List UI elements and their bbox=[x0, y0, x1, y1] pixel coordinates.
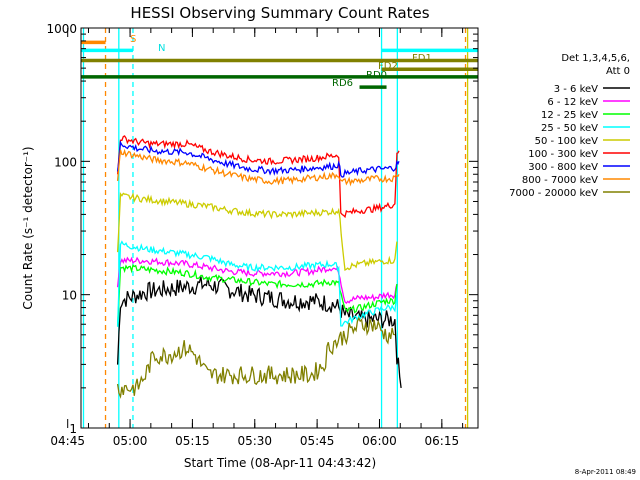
x-tick-label-6: 06:15 bbox=[425, 434, 460, 448]
series-line-4 bbox=[116, 191, 398, 272]
series-line-2 bbox=[116, 264, 398, 326]
legend-label-3: 25 - 50 keV bbox=[541, 123, 598, 134]
y-tick-label-0: 1 bbox=[69, 422, 77, 436]
x-tick-label-2: 05:15 bbox=[175, 434, 210, 448]
flag-label-fd2: FD2 bbox=[378, 61, 398, 72]
x-tick-label-4: 05:45 bbox=[300, 434, 335, 448]
y-tick-label-1: 10 bbox=[62, 289, 77, 303]
legend-label-2: 12 - 25 keV bbox=[541, 110, 598, 121]
series-line-7 bbox=[116, 148, 400, 187]
series-group bbox=[116, 135, 402, 399]
y-axis-label: Count Rate (s⁻¹ detector⁻¹) bbox=[21, 146, 35, 309]
legend-label-1: 6 - 12 keV bbox=[547, 97, 598, 108]
legend-label-0: 3 - 6 keV bbox=[554, 84, 598, 95]
series-line-0 bbox=[116, 276, 402, 388]
flag-label-rd0: RD0 bbox=[366, 70, 387, 81]
plot-frame bbox=[80, 27, 479, 429]
series-line-6 bbox=[116, 140, 400, 178]
legend-label-4: 50 - 100 keV bbox=[535, 136, 599, 147]
legend-title-1: Det 1,3,4,5,6, bbox=[561, 53, 630, 64]
legend-label-5: 100 - 300 keV bbox=[528, 149, 598, 160]
legend-label-6: 300 - 800 keV bbox=[528, 162, 598, 173]
series-line-3 bbox=[116, 240, 398, 327]
vertical-markers bbox=[82, 28, 469, 428]
x-tick-label-0: 04:45 bbox=[50, 434, 85, 448]
axes: 1 10 100 1000 04:45 05:00 05:15 05:30 05:45 06:00… bbox=[46, 22, 478, 448]
x-tick-label-1: 05:00 bbox=[113, 434, 148, 448]
legend: 3 - 6 keV 6 - 12 keV 12 - 25 keV 25 - 50 ke… bbox=[509, 84, 630, 199]
series-line-8 bbox=[116, 316, 396, 399]
flag-label-s: S bbox=[130, 34, 136, 45]
flag-label-rd6: RD6 bbox=[332, 78, 353, 89]
series-line-5 bbox=[116, 135, 400, 219]
legend-label-8: 7000 - 20000 keV bbox=[509, 188, 598, 199]
x-axis-label: Start Time (08-Apr-11 04:43:42) bbox=[184, 456, 376, 470]
legend-label-7: 800 - 7000 keV bbox=[522, 175, 598, 186]
y-tick-label-3: 1000 bbox=[46, 22, 77, 36]
legend-title-2: Att 0 bbox=[606, 66, 630, 77]
y-tick-label-2: 100 bbox=[54, 155, 77, 169]
chart-title: HESSI Observing Summary Count Rates bbox=[130, 4, 429, 22]
flag-bars bbox=[81, 40, 478, 89]
footer-date: 8-Apr-2011 08:49 bbox=[575, 468, 636, 476]
flag-label-n: N bbox=[158, 43, 165, 54]
x-tick-label-5: 06:00 bbox=[362, 434, 397, 448]
x-tick-label-3: 05:30 bbox=[237, 434, 272, 448]
flag-label-fd1: FD1 bbox=[412, 53, 432, 64]
